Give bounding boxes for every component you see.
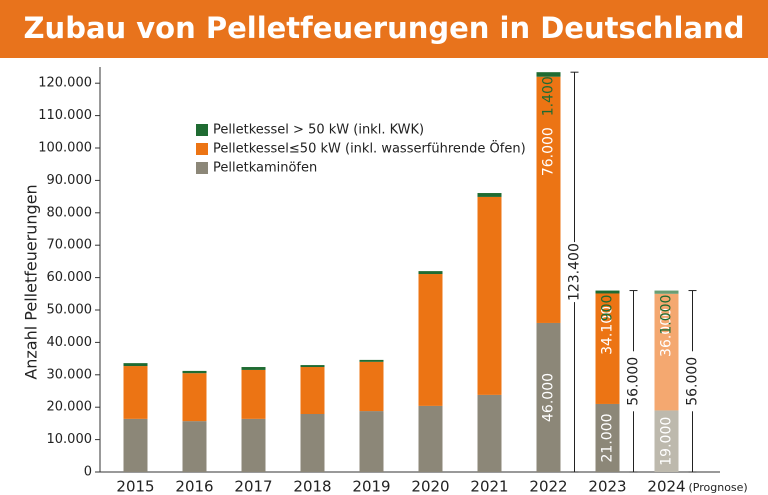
total-label-bg (624, 351, 643, 412)
y-tick-label: 0 (84, 465, 92, 480)
total-label: 56.000 (626, 357, 642, 406)
bar-segment (359, 359, 384, 362)
bar-segment (536, 76, 561, 323)
bar-segment (654, 293, 679, 411)
legend-label: Pelletkessel > 50 kW (inkl. KWK) (213, 123, 424, 138)
bar-segment (182, 370, 207, 374)
y-tick-label: 60.000 (47, 270, 93, 285)
bar-segment (654, 410, 679, 472)
bar-segment (418, 271, 443, 275)
total-label: 123.400 (567, 243, 583, 301)
value-label: 46.000 (541, 373, 557, 422)
bar-segment (536, 72, 561, 77)
value-label: 1.000 (659, 295, 675, 335)
title-banner (0, 0, 768, 58)
bar-segment (241, 418, 266, 472)
x-tick-label: 2021 (470, 478, 508, 495)
x-tick-label: 2023 (588, 478, 626, 495)
bar-segment (182, 421, 207, 472)
bar-segment (300, 367, 325, 415)
legend-label: Pelletkaminöfen (213, 161, 317, 176)
bar-segment (477, 196, 502, 395)
value-label: 1.400 (541, 76, 557, 116)
bar-segment (595, 290, 620, 294)
bar-segment (654, 290, 679, 294)
forecast-label: (Prognose) (689, 481, 748, 494)
total-label-bg (683, 351, 702, 412)
y-tick-label: 90.000 (47, 173, 93, 188)
y-tick-label: 20.000 (47, 400, 93, 415)
bar-segment (477, 394, 502, 472)
x-tick-label: 2015 (116, 478, 154, 495)
bar-segment (595, 293, 620, 404)
bar-segment (536, 322, 561, 472)
y-tick-label: 110.000 (38, 108, 92, 123)
x-tick-label: 2018 (293, 478, 331, 495)
bar-segment (418, 274, 443, 406)
value-label: 19.000 (659, 417, 675, 466)
total-label-bg (565, 242, 584, 303)
bar-segment (477, 193, 502, 197)
x-tick-label: 2019 (352, 478, 390, 495)
y-tick-label: 80.000 (47, 205, 93, 220)
x-tick-label: 2016 (175, 478, 213, 495)
value-label: 76.000 (541, 127, 557, 176)
bar-segment (123, 363, 148, 367)
y-tick-label: 10.000 (47, 432, 93, 447)
value-label: 34.100 (600, 306, 616, 355)
legend-label: Pelletkessel≤50 kW (inkl. wasserführende… (213, 140, 526, 157)
legend-swatch (196, 124, 208, 136)
x-tick-label: 2022 (529, 478, 567, 495)
bar-segment (123, 366, 148, 419)
value-label: 21.000 (600, 413, 616, 462)
total-label: 56.000 (685, 357, 701, 406)
x-tick-label: 2024 (647, 478, 685, 495)
x-tick-label: 2020 (411, 478, 449, 495)
bar-segment (123, 418, 148, 472)
y-tick-label: 70.000 (47, 238, 93, 253)
x-tick-label: 2017 (234, 478, 272, 495)
y-tick-label: 120.000 (38, 76, 92, 91)
y-tick-label: 30.000 (47, 367, 93, 382)
bar-segment (182, 373, 207, 422)
value-label: 900 (600, 295, 616, 322)
bar-segment (241, 367, 266, 370)
y-tick-label: 50.000 (47, 303, 93, 318)
chart-title: Zubau von Pelletfeuerungen in Deutschlan… (24, 11, 745, 45)
bar-segment (300, 414, 325, 472)
bar-segment (300, 365, 325, 368)
bar-segment (418, 405, 443, 472)
bar-segment (359, 361, 384, 412)
value-label: 36.000 (659, 308, 675, 357)
legend-swatch (196, 143, 208, 155)
y-axis-title: Anzahl Pelletfeuerungen (22, 184, 41, 379)
legend-swatch (196, 162, 208, 174)
y-tick-label: 100.000 (38, 141, 92, 156)
bar-segment (359, 411, 384, 472)
y-tick-label: 40.000 (47, 335, 93, 350)
bar-segment (595, 403, 620, 472)
bar-segment (241, 369, 266, 419)
